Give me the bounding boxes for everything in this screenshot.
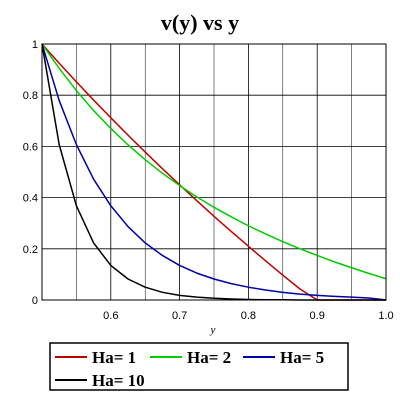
axis-ticks: 0.6 0.7 0.8 0.9 1.0 0 0.2 0.4 0.6 0.8 1 xyxy=(23,39,394,322)
chart-title: v(y) vs y xyxy=(161,10,239,35)
y-tick-label: 0.6 xyxy=(23,141,38,153)
y-tick-label: 1 xyxy=(32,39,38,51)
series-line-ha-5 xyxy=(41,43,387,301)
legend-label: Ha= 10 xyxy=(92,371,145,390)
x-tick-label: 0.6 xyxy=(103,310,118,322)
y-tick-label: 0.8 xyxy=(23,90,38,102)
x-tick-label: 0.7 xyxy=(172,310,187,322)
legend: Ha= 1 Ha= 2 Ha= 5 Ha= 10 xyxy=(49,342,349,391)
y-tick-label: 0 xyxy=(32,295,38,307)
plot-frame xyxy=(41,43,387,301)
x-tick-label: 0.9 xyxy=(310,310,325,322)
series-line-ha-2 xyxy=(41,43,387,280)
y-tick-label: 0.2 xyxy=(23,244,38,256)
legend-label: Ha= 1 xyxy=(92,348,136,367)
y-tick-label: 0.4 xyxy=(23,193,38,205)
x-tick-label: 0.8 xyxy=(241,310,256,322)
legend-label: Ha= 5 xyxy=(280,348,324,367)
x-axis-label: y xyxy=(210,324,216,336)
legend-label: Ha= 2 xyxy=(187,348,231,367)
legend-box xyxy=(49,342,349,391)
x-tick-label: 1.0 xyxy=(378,310,393,322)
